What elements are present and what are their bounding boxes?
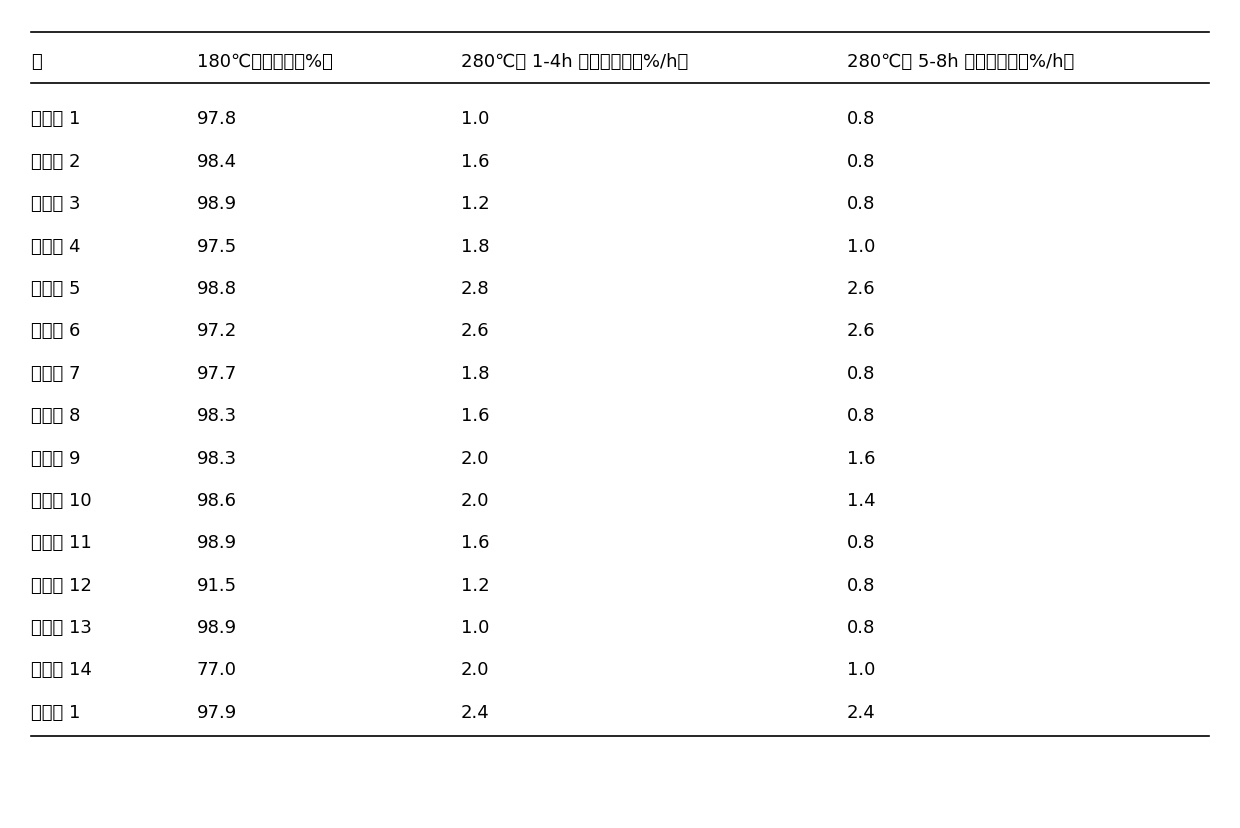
Text: 97.7: 97.7 (197, 364, 237, 383)
Text: 0.8: 0.8 (847, 195, 875, 213)
Text: 98.9: 98.9 (197, 533, 237, 551)
Text: 实施例 13: 实施例 13 (31, 619, 92, 636)
Text: 1.0: 1.0 (847, 238, 875, 255)
Text: 实施例 7: 实施例 7 (31, 364, 81, 383)
Text: 2.0: 2.0 (460, 449, 489, 467)
Text: 1.6: 1.6 (460, 152, 489, 171)
Text: 0.8: 0.8 (847, 576, 875, 594)
Text: 实施例 12: 实施例 12 (31, 576, 92, 594)
Text: 实施例 8: 实施例 8 (31, 407, 81, 425)
Text: 1.0: 1.0 (460, 619, 489, 636)
Text: 1.8: 1.8 (460, 238, 489, 255)
Text: 1.8: 1.8 (460, 364, 489, 383)
Text: 97.9: 97.9 (197, 703, 237, 721)
Text: 2.6: 2.6 (847, 322, 875, 340)
Text: 180℃时转化率（%）: 180℃时转化率（%） (197, 53, 332, 71)
Text: 2.6: 2.6 (460, 322, 490, 340)
Text: 0.8: 0.8 (847, 364, 875, 383)
Text: 1.6: 1.6 (847, 449, 875, 467)
Text: 实施例 11: 实施例 11 (31, 533, 92, 551)
Text: 1.2: 1.2 (460, 576, 490, 594)
Text: 1.0: 1.0 (847, 661, 875, 679)
Text: 0.8: 0.8 (847, 533, 875, 551)
Text: 0.8: 0.8 (847, 619, 875, 636)
Text: 97.5: 97.5 (197, 238, 237, 255)
Text: 1.4: 1.4 (847, 491, 875, 509)
Text: 实施例 14: 实施例 14 (31, 661, 92, 679)
Text: 2.6: 2.6 (847, 280, 875, 297)
Text: 实施例 3: 实施例 3 (31, 195, 81, 213)
Text: 98.6: 98.6 (197, 491, 237, 509)
Text: 1.0: 1.0 (460, 110, 489, 128)
Text: 实施例 1: 实施例 1 (31, 110, 81, 128)
Text: 98.3: 98.3 (197, 407, 237, 425)
Text: 实施例 10: 实施例 10 (31, 491, 92, 509)
Text: 1.6: 1.6 (460, 533, 489, 551)
Text: 98.4: 98.4 (197, 152, 237, 171)
Text: 0.8: 0.8 (847, 110, 875, 128)
Text: 280℃时 1-4h 的失活速率（%/h）: 280℃时 1-4h 的失活速率（%/h） (460, 53, 688, 71)
Text: 2.4: 2.4 (460, 703, 490, 721)
Text: 91.5: 91.5 (197, 576, 237, 594)
Text: 实施例 2: 实施例 2 (31, 152, 81, 171)
Text: 2.0: 2.0 (460, 661, 489, 679)
Text: 例: 例 (31, 53, 42, 71)
Text: 1.6: 1.6 (460, 407, 489, 425)
Text: 实施例 9: 实施例 9 (31, 449, 81, 467)
Text: 2.8: 2.8 (460, 280, 490, 297)
Text: 77.0: 77.0 (197, 661, 237, 679)
Text: 98.9: 98.9 (197, 195, 237, 213)
Text: 实施例 6: 实施例 6 (31, 322, 81, 340)
Text: 280℃时 5-8h 的失活速率（%/h）: 280℃时 5-8h 的失活速率（%/h） (847, 53, 1074, 71)
Text: 98.9: 98.9 (197, 619, 237, 636)
Text: 2.0: 2.0 (460, 491, 489, 509)
Text: 对比例 1: 对比例 1 (31, 703, 81, 721)
Text: 2.4: 2.4 (847, 703, 875, 721)
Text: 1.2: 1.2 (460, 195, 490, 213)
Text: 0.8: 0.8 (847, 407, 875, 425)
Text: 98.3: 98.3 (197, 449, 237, 467)
Text: 97.8: 97.8 (197, 110, 237, 128)
Text: 0.8: 0.8 (847, 152, 875, 171)
Text: 98.8: 98.8 (197, 280, 237, 297)
Text: 97.2: 97.2 (197, 322, 237, 340)
Text: 实施例 5: 实施例 5 (31, 280, 81, 297)
Text: 实施例 4: 实施例 4 (31, 238, 81, 255)
